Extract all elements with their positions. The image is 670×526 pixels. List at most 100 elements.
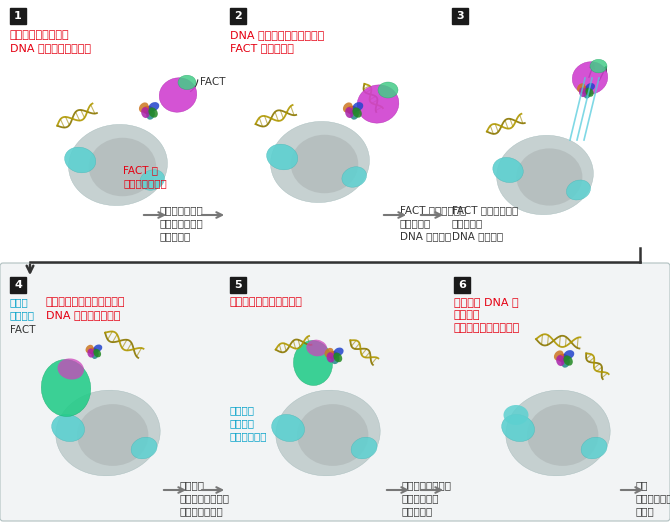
Ellipse shape bbox=[58, 358, 84, 380]
Ellipse shape bbox=[139, 103, 149, 113]
Ellipse shape bbox=[586, 83, 595, 91]
Text: 2: 2 bbox=[234, 11, 242, 21]
Ellipse shape bbox=[554, 350, 563, 360]
Ellipse shape bbox=[92, 350, 98, 359]
Ellipse shape bbox=[581, 437, 607, 459]
Bar bbox=[452, 8, 468, 24]
Ellipse shape bbox=[350, 109, 359, 120]
Ellipse shape bbox=[351, 437, 377, 459]
Ellipse shape bbox=[149, 102, 159, 111]
Text: 分離した
ヒストンが残りの
ヒストンに結合: 分離した ヒストンが残りの ヒストンに結合 bbox=[180, 480, 230, 517]
Bar bbox=[230, 8, 246, 24]
Text: ヒストン８量体の再構成: ヒストン８量体の再構成 bbox=[230, 297, 303, 307]
Ellipse shape bbox=[293, 340, 332, 386]
Ellipse shape bbox=[506, 390, 610, 476]
Ellipse shape bbox=[586, 88, 594, 97]
Ellipse shape bbox=[64, 147, 96, 173]
Ellipse shape bbox=[52, 414, 84, 441]
Ellipse shape bbox=[334, 348, 344, 356]
Ellipse shape bbox=[345, 107, 354, 118]
Ellipse shape bbox=[42, 360, 90, 417]
Ellipse shape bbox=[579, 87, 586, 97]
Ellipse shape bbox=[326, 352, 334, 362]
Ellipse shape bbox=[517, 148, 582, 206]
Ellipse shape bbox=[378, 82, 398, 98]
Ellipse shape bbox=[580, 86, 590, 94]
Text: FACT に保護された
ヒストンが
DNA から分離: FACT に保護された ヒストンが DNA から分離 bbox=[400, 205, 466, 241]
Ellipse shape bbox=[590, 59, 607, 73]
Ellipse shape bbox=[143, 106, 153, 114]
Text: ヌクレオソームの
出口付近まで
転写が進む: ヌクレオソームの 出口付近まで 転写が進む bbox=[402, 480, 452, 517]
Bar bbox=[230, 277, 246, 293]
Ellipse shape bbox=[86, 345, 94, 353]
Ellipse shape bbox=[556, 355, 565, 366]
Text: 次の
ヌクレオソームの
転写へ: 次の ヌクレオソームの 転写へ bbox=[636, 480, 670, 517]
Ellipse shape bbox=[563, 350, 574, 359]
Text: 一部のヒストンから
DNA が剥がされて露出: 一部のヒストンから DNA が剥がされて露出 bbox=[10, 30, 91, 53]
Ellipse shape bbox=[334, 352, 342, 362]
Ellipse shape bbox=[271, 122, 369, 203]
Ellipse shape bbox=[291, 135, 358, 193]
Text: FACT: FACT bbox=[10, 325, 36, 335]
Text: FACT が
ヒストンに接近: FACT が ヒストンに接近 bbox=[123, 165, 167, 188]
Bar bbox=[10, 277, 26, 293]
Ellipse shape bbox=[88, 138, 156, 196]
Ellipse shape bbox=[271, 414, 305, 441]
Ellipse shape bbox=[566, 180, 590, 200]
Ellipse shape bbox=[346, 106, 358, 114]
Ellipse shape bbox=[87, 349, 94, 358]
Text: 6: 6 bbox=[458, 280, 466, 290]
Text: FACT: FACT bbox=[200, 77, 226, 87]
Ellipse shape bbox=[577, 83, 586, 92]
Ellipse shape bbox=[343, 103, 352, 113]
Text: 4: 4 bbox=[14, 280, 22, 290]
Ellipse shape bbox=[131, 437, 157, 459]
Text: 上流側の DNA が
巻き付き
ヌクレオソームが再生: 上流側の DNA が 巻き付き ヌクレオソームが再生 bbox=[454, 297, 520, 333]
Ellipse shape bbox=[178, 75, 196, 89]
Ellipse shape bbox=[496, 135, 594, 215]
FancyBboxPatch shape bbox=[0, 263, 670, 521]
Ellipse shape bbox=[584, 89, 591, 98]
Ellipse shape bbox=[357, 85, 399, 123]
Text: 5: 5 bbox=[234, 280, 242, 290]
Ellipse shape bbox=[324, 348, 334, 357]
Text: FACT に保護された
ヒストンが
DNA から分離: FACT に保護された ヒストンが DNA から分離 bbox=[452, 205, 519, 241]
Text: ヌクレオソーム
中央部近くまで
転写が進む: ヌクレオソーム 中央部近くまで 転写が進む bbox=[160, 205, 204, 241]
Ellipse shape bbox=[352, 107, 362, 118]
Ellipse shape bbox=[527, 404, 598, 466]
Text: 3: 3 bbox=[456, 11, 464, 21]
Ellipse shape bbox=[342, 167, 366, 187]
Ellipse shape bbox=[352, 102, 363, 111]
Text: ヌクレオ
ソームの
「ゆりかご」: ヌクレオ ソームの 「ゆりかご」 bbox=[230, 405, 267, 441]
Bar bbox=[10, 8, 26, 24]
Ellipse shape bbox=[328, 351, 338, 359]
Ellipse shape bbox=[141, 107, 149, 118]
Ellipse shape bbox=[306, 340, 327, 356]
Ellipse shape bbox=[146, 109, 155, 120]
Ellipse shape bbox=[56, 390, 160, 476]
Ellipse shape bbox=[561, 357, 570, 368]
Ellipse shape bbox=[88, 348, 98, 355]
Text: 一部の
ヒストン: 一部の ヒストン bbox=[10, 297, 35, 320]
Ellipse shape bbox=[94, 345, 103, 352]
Ellipse shape bbox=[563, 356, 573, 366]
Ellipse shape bbox=[502, 414, 535, 441]
Ellipse shape bbox=[148, 107, 158, 118]
Text: 1: 1 bbox=[14, 11, 22, 21]
Ellipse shape bbox=[557, 354, 569, 362]
Ellipse shape bbox=[331, 354, 340, 364]
Ellipse shape bbox=[297, 404, 368, 466]
Ellipse shape bbox=[68, 125, 168, 206]
Ellipse shape bbox=[93, 349, 101, 357]
Ellipse shape bbox=[267, 144, 297, 170]
Ellipse shape bbox=[159, 78, 197, 112]
Text: ヒストンが上流側に移動、
DNA の巻き戻し開始: ヒストンが上流側に移動、 DNA の巻き戻し開始 bbox=[46, 297, 125, 320]
Ellipse shape bbox=[572, 62, 608, 94]
Ellipse shape bbox=[493, 157, 523, 183]
Ellipse shape bbox=[503, 405, 529, 425]
Text: DNA が剥がれたヒストンに
FACT が強く結合: DNA が剥がれたヒストンに FACT が強く結合 bbox=[230, 30, 324, 53]
Ellipse shape bbox=[77, 404, 148, 466]
Bar bbox=[454, 277, 470, 293]
Ellipse shape bbox=[140, 170, 165, 190]
Ellipse shape bbox=[276, 390, 380, 476]
